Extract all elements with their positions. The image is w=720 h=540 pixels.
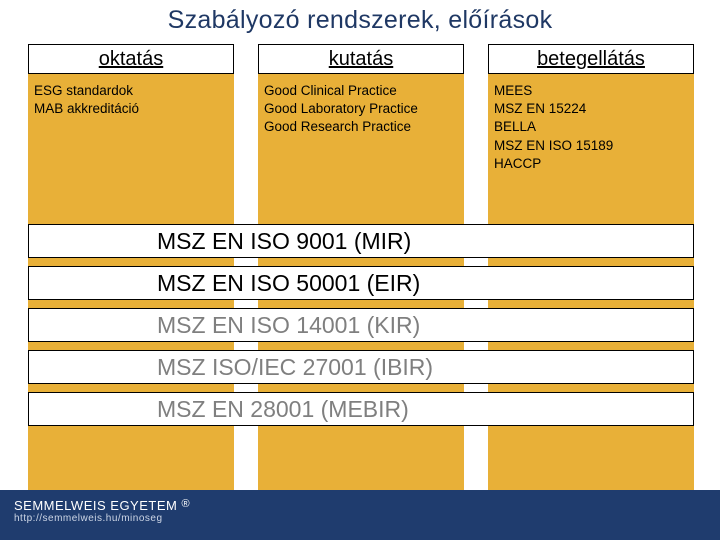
list-item: BELLA	[494, 118, 688, 136]
standard-bar: MSZ EN ISO 9001 (MIR)	[28, 224, 694, 258]
standard-bar: MSZ EN ISO 50001 (EIR)	[28, 266, 694, 300]
standard-bar: MSZ ISO/IEC 27001 (IBIR)	[28, 350, 694, 384]
column-header-research: kutatás	[258, 44, 464, 74]
university-name: SEMMELWEIS EGYETEM	[14, 498, 177, 513]
list-item: Good Laboratory Practice	[264, 100, 458, 118]
list-item: MSZ EN 15224	[494, 100, 688, 118]
list-item: HACCP	[494, 155, 688, 173]
list-item: Good Research Practice	[264, 118, 458, 136]
list-item: ESG standardok	[34, 82, 228, 100]
footer-url: http://semmelweis.hu/minoseg	[14, 513, 706, 524]
list-item: MEES	[494, 82, 688, 100]
footer-university: SEMMELWEIS EGYETEM ®	[14, 498, 706, 513]
column-header-patientcare: betegellátás	[488, 44, 694, 74]
columns-region: oktatás kutatás betegellátás ESG standar…	[0, 44, 720, 490]
list-item: MAB akkreditáció	[34, 100, 228, 118]
standard-bar: MSZ EN 28001 (MEBIR)	[28, 392, 694, 426]
registered-mark-icon: ®	[181, 498, 190, 510]
standard-bar: MSZ EN ISO 14001 (KIR)	[28, 308, 694, 342]
list-item: Good Clinical Practice	[264, 82, 458, 100]
column-body-education: ESG standardok MAB akkreditáció	[28, 78, 234, 122]
column-body-research: Good Clinical Practice Good Laboratory P…	[258, 78, 464, 141]
footer: SEMMELWEIS EGYETEM ® http://semmelweis.h…	[0, 490, 720, 540]
column-body-patientcare: MEES MSZ EN 15224 BELLA MSZ EN ISO 15189…	[488, 78, 694, 177]
column-header-education: oktatás	[28, 44, 234, 74]
slide-title: Szabályozó rendszerek, előírások	[0, 0, 720, 45]
list-item: MSZ EN ISO 15189	[494, 137, 688, 155]
